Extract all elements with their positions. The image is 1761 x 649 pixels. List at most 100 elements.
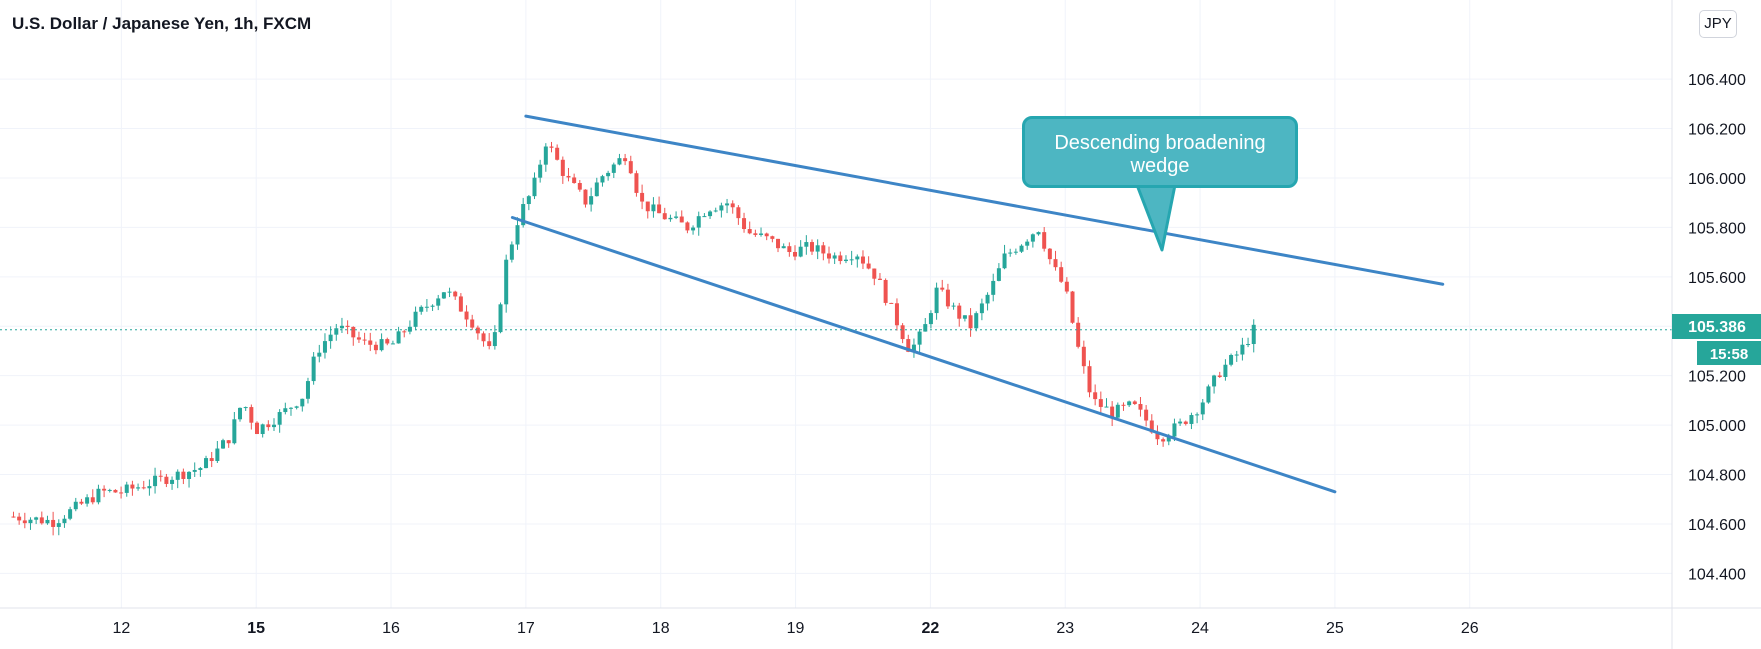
price-tick-label: 106.000 <box>1688 171 1746 188</box>
candle-body <box>923 324 928 332</box>
candle-body <box>419 306 424 312</box>
candle-body <box>628 161 633 174</box>
candle-body <box>543 146 548 165</box>
candle-body <box>221 440 226 449</box>
candle-body <box>283 408 288 413</box>
candle-body <box>662 213 667 220</box>
candle-body <box>719 205 724 211</box>
candle-body <box>481 333 486 342</box>
trendline <box>510 215 1337 494</box>
candle-body <box>1047 248 1052 260</box>
candle-body <box>373 344 378 351</box>
candle-body <box>187 471 192 479</box>
candle-body <box>957 305 962 319</box>
candle-body <box>685 222 690 231</box>
candle-body <box>679 216 684 223</box>
candle-body <box>294 406 299 408</box>
candle-body <box>1127 401 1132 406</box>
candle-body <box>572 177 577 184</box>
candle-body <box>860 256 865 264</box>
candle-body <box>424 306 429 308</box>
time-tick-label: 23 <box>1056 620 1074 637</box>
price-tick-label: 104.400 <box>1688 566 1746 583</box>
candlestick-series <box>11 141 1256 536</box>
candle-body <box>962 315 967 319</box>
candle-body <box>1070 291 1075 323</box>
candle-body <box>594 182 599 197</box>
candle-body <box>1223 364 1228 377</box>
candle-body <box>1178 421 1183 424</box>
candle-body <box>1036 232 1041 235</box>
candle-body <box>617 158 622 165</box>
candle-body <box>753 233 758 235</box>
candle-body <box>396 331 401 344</box>
candle-body <box>1059 267 1064 282</box>
time-tick-label: 24 <box>1191 620 1209 637</box>
candle-body <box>577 183 582 190</box>
candle-body <box>691 227 696 231</box>
candle-body <box>68 509 73 519</box>
candle-body <box>640 192 645 202</box>
candle-body <box>600 176 605 183</box>
time-tick-label: 12 <box>112 620 130 637</box>
price-tick-label: 104.800 <box>1688 468 1746 485</box>
candle-body <box>124 484 129 493</box>
candle-body <box>402 331 407 333</box>
candle-body <box>708 211 713 217</box>
candle-body <box>645 201 650 212</box>
candle-body <box>317 352 322 357</box>
candle-body <box>736 207 741 219</box>
candle-body <box>181 471 186 479</box>
candle-body <box>175 471 180 480</box>
candle-body <box>90 497 95 503</box>
candle-body <box>940 287 945 290</box>
time-tick-label: 19 <box>787 620 805 637</box>
candle-body <box>838 255 843 262</box>
candle-body <box>634 173 639 193</box>
candle-body <box>759 233 764 235</box>
candle-body <box>787 246 792 253</box>
candle-body <box>322 341 327 353</box>
candle-body <box>843 259 848 262</box>
candle-body <box>855 256 860 260</box>
candle-body <box>85 497 90 504</box>
candle-body <box>271 424 276 428</box>
candle-body <box>623 158 628 162</box>
annotation-callout[interactable]: Descending broadening wedge <box>1022 116 1298 188</box>
candle-body <box>566 175 571 178</box>
candle-body <box>334 328 339 335</box>
candle-body <box>11 516 16 518</box>
candle-body <box>793 252 798 257</box>
candle-body <box>764 233 769 237</box>
candle-body <box>22 520 27 524</box>
last-price-tag: 105.386 15:58 <box>1672 314 1761 365</box>
candle-body <box>277 412 282 425</box>
time-tick-label: 25 <box>1326 620 1344 637</box>
candle-body <box>928 313 933 325</box>
candle-body <box>1149 420 1154 433</box>
candle-body <box>492 332 497 347</box>
candle-body <box>300 398 305 407</box>
candle-body <box>934 287 939 314</box>
candle-body <box>102 488 107 491</box>
candle-body <box>991 280 996 295</box>
candle-body <box>453 291 458 297</box>
countdown-value: 15:58 <box>1710 346 1748 363</box>
candle-body <box>1076 322 1081 347</box>
candle-body <box>113 489 118 493</box>
candle-body <box>776 238 781 249</box>
candle-body <box>147 486 152 489</box>
candle-body <box>407 326 412 332</box>
candle-body <box>17 516 22 521</box>
candle-body <box>1138 403 1143 410</box>
candle-body <box>674 216 679 218</box>
candle-body <box>809 242 814 252</box>
candle-body <box>742 218 747 230</box>
candle-body <box>1093 392 1098 400</box>
candle-body <box>549 146 554 148</box>
currency-label[interactable]: JPY <box>1699 10 1737 38</box>
candle-body <box>198 468 203 470</box>
candle-body <box>906 339 911 352</box>
candle-body <box>1246 344 1251 346</box>
